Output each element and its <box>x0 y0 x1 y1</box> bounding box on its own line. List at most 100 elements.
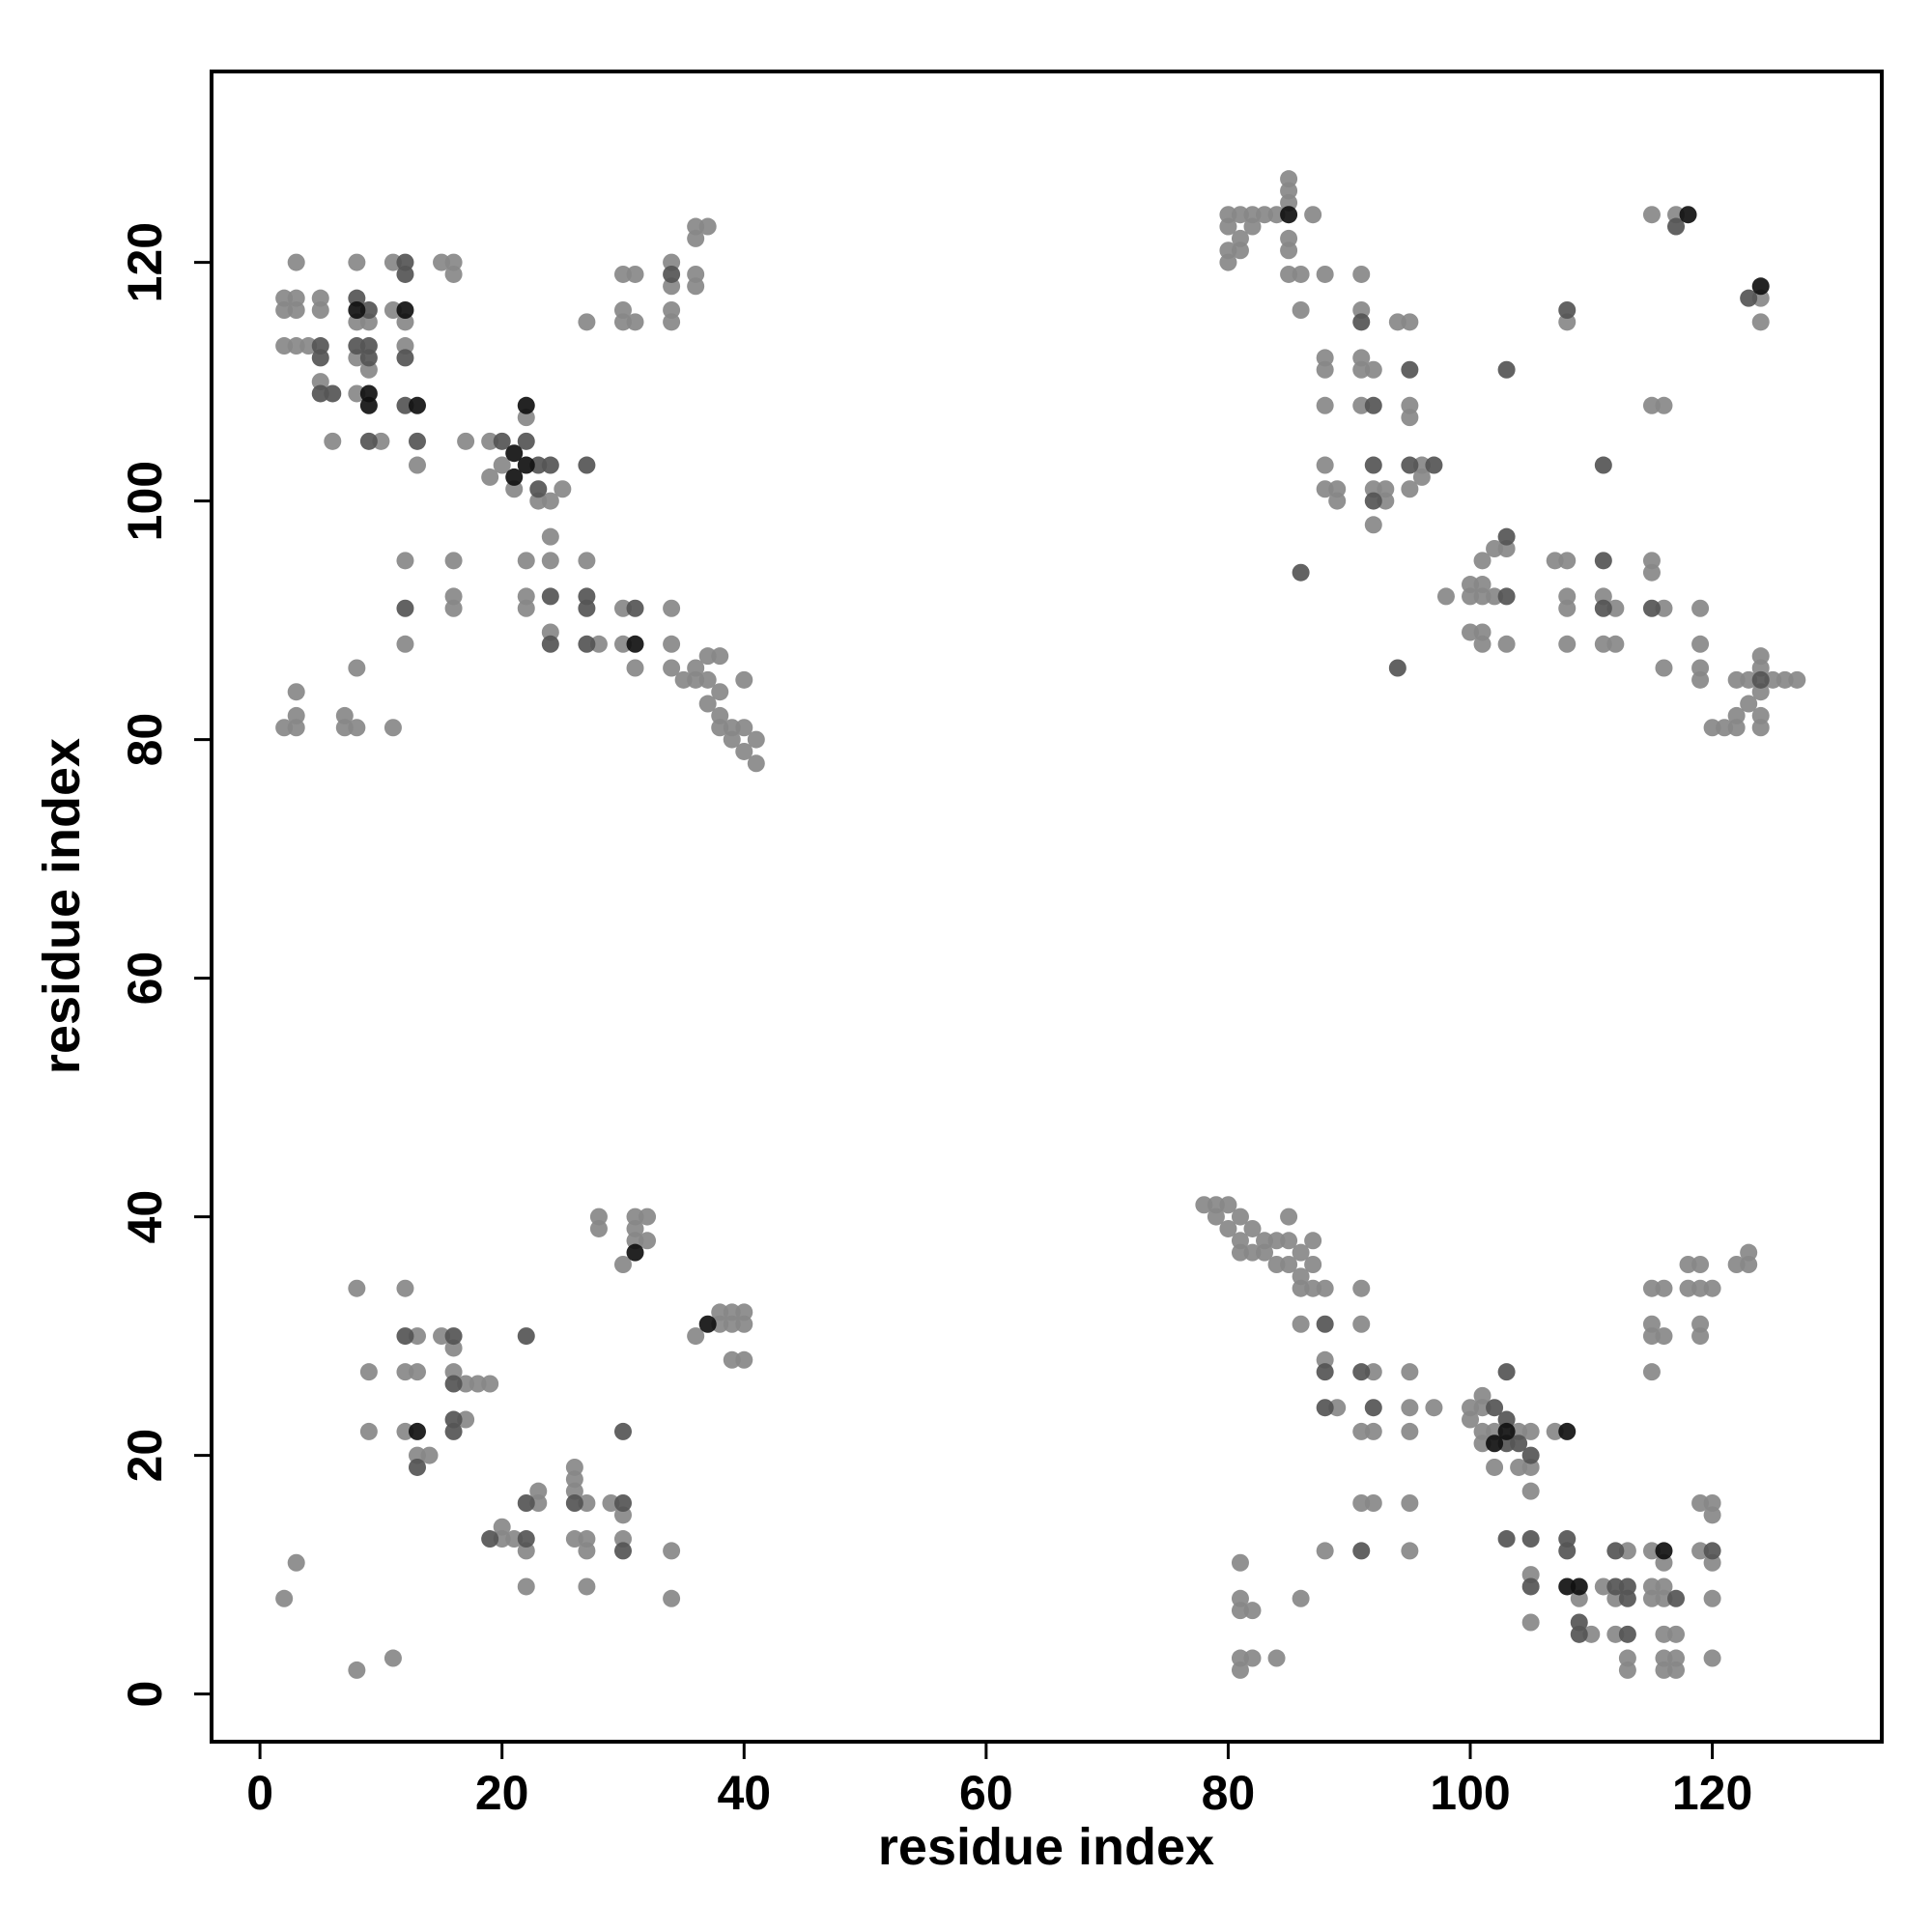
point <box>1642 1542 1661 1560</box>
point <box>613 599 632 617</box>
point <box>1642 1589 1661 1607</box>
point <box>408 1446 426 1464</box>
point <box>578 587 596 606</box>
point <box>1558 313 1577 331</box>
point <box>1655 1649 1673 1667</box>
point <box>1316 456 1334 474</box>
point <box>517 396 535 414</box>
point <box>1267 1256 1286 1273</box>
point <box>396 313 414 331</box>
point <box>1642 396 1661 414</box>
point <box>541 492 559 510</box>
point <box>444 1410 463 1429</box>
point <box>444 1339 463 1357</box>
point <box>348 1279 366 1297</box>
point <box>1364 480 1382 498</box>
point <box>698 670 717 689</box>
point <box>1521 1458 1540 1476</box>
point <box>565 1458 583 1476</box>
point <box>1231 1232 1249 1250</box>
point <box>287 1553 305 1572</box>
point <box>1727 706 1746 724</box>
point <box>711 1303 729 1321</box>
point <box>639 1232 657 1250</box>
point <box>1352 360 1371 379</box>
point <box>687 217 705 236</box>
point <box>1462 576 1480 594</box>
point <box>287 706 305 724</box>
point <box>1316 480 1334 498</box>
y-tick-label: 40 <box>118 1190 172 1244</box>
point <box>1207 1196 1225 1214</box>
point <box>626 635 644 653</box>
point <box>687 229 705 247</box>
point <box>613 313 632 331</box>
point <box>396 265 414 283</box>
point <box>578 635 596 653</box>
point <box>359 349 378 367</box>
point <box>687 1327 705 1346</box>
point <box>1594 599 1612 617</box>
point <box>275 301 294 319</box>
point <box>1231 1208 1249 1226</box>
y-tick-label: 100 <box>118 461 172 541</box>
point <box>1642 1327 1661 1346</box>
point <box>1267 1649 1286 1667</box>
point <box>408 432 426 450</box>
point <box>663 277 681 296</box>
point <box>1764 670 1782 689</box>
point <box>735 670 753 689</box>
point <box>1280 206 1298 224</box>
point <box>626 1243 644 1262</box>
point <box>1655 1279 1673 1297</box>
point <box>444 599 463 617</box>
point <box>505 468 524 486</box>
point <box>1388 313 1406 331</box>
point <box>626 659 644 677</box>
point <box>396 337 414 355</box>
point <box>1606 1577 1625 1596</box>
point <box>1570 1613 1588 1632</box>
point <box>1316 396 1334 414</box>
point <box>1618 1661 1636 1679</box>
point <box>1655 1661 1673 1679</box>
point <box>287 683 305 701</box>
point <box>1642 1363 1661 1381</box>
point <box>613 301 632 319</box>
point <box>1377 480 1395 498</box>
point <box>444 265 463 283</box>
point <box>1691 659 1710 677</box>
point <box>396 396 414 414</box>
point <box>1642 563 1661 582</box>
point <box>663 265 681 283</box>
point <box>1691 1494 1710 1512</box>
y-tick-label: 120 <box>118 222 172 302</box>
point <box>1243 217 1262 236</box>
point <box>578 1542 596 1560</box>
point <box>578 456 596 474</box>
point <box>1776 670 1794 689</box>
point <box>1231 1589 1249 1607</box>
point <box>1364 1422 1382 1440</box>
point <box>1740 1243 1758 1262</box>
point <box>1642 1577 1661 1596</box>
point <box>1462 1410 1480 1429</box>
point <box>1304 1256 1322 1273</box>
point <box>1703 1279 1721 1297</box>
point <box>1558 552 1577 570</box>
point <box>396 1422 414 1440</box>
point <box>1473 623 1492 641</box>
point <box>1352 313 1371 331</box>
point <box>613 1542 632 1560</box>
point <box>384 253 402 271</box>
point <box>711 706 729 724</box>
point <box>1280 242 1298 260</box>
point <box>1219 253 1237 271</box>
point <box>1594 587 1612 606</box>
point <box>1412 456 1431 474</box>
point <box>1364 1399 1382 1417</box>
point <box>613 1422 632 1440</box>
point <box>747 730 765 749</box>
point <box>1195 1196 1213 1214</box>
point <box>1497 587 1516 606</box>
